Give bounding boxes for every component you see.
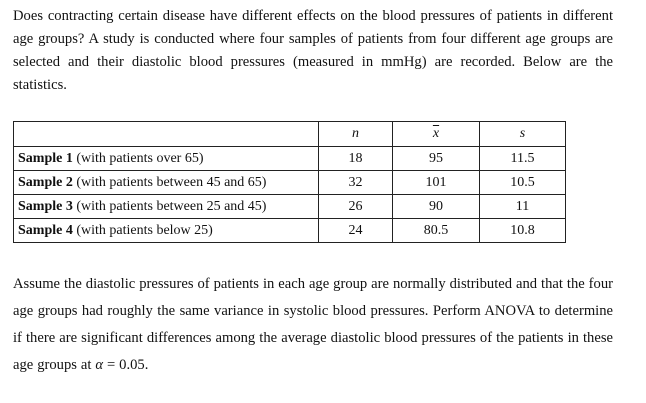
cell-n: 26 [318, 194, 393, 219]
table-row: Sample 3 (with patients between 25 and 4… [13, 194, 566, 219]
cell-n: 24 [318, 218, 393, 243]
question-text: Assume the diastolic pressures of patien… [13, 276, 613, 373]
sample-desc: (with patients between 45 and 65) [72, 174, 267, 190]
sample-desc: (with patients below 25) [72, 222, 213, 238]
cell-s: 11.5 [479, 146, 566, 171]
alpha-value: = 0.05. [103, 357, 149, 373]
table-header-row: n x s [13, 121, 566, 147]
sample-name: Sample 4 [18, 222, 73, 238]
header-xbar: x [392, 121, 480, 147]
cell-xbar: 95 [392, 146, 480, 171]
row-label: Sample 3 (with patients between 25 and 4… [13, 194, 319, 219]
cell-s: 11 [479, 194, 566, 219]
cell-xbar: 101 [392, 170, 480, 195]
problem-intro: Does contracting certain disease have di… [13, 8, 613, 93]
table-row: Sample 4 (with patients below 25) 24 80.… [13, 218, 566, 243]
cell-xbar: 80.5 [392, 218, 480, 243]
row-label: Sample 4 (with patients below 25) [13, 218, 319, 243]
sample-desc: (with patients over 65) [72, 150, 204, 166]
cell-n: 18 [318, 146, 393, 171]
statistics-table: n x s Sample 1 (with patients over 65) 1… [13, 121, 566, 243]
table-row: Sample 1 (with patients over 65) 18 95 1… [13, 146, 566, 171]
row-label: Sample 1 (with patients over 65) [13, 146, 319, 171]
sample-name: Sample 2 [18, 174, 73, 190]
row-label: Sample 2 (with patients between 45 and 6… [13, 170, 319, 195]
cell-xbar: 90 [392, 194, 480, 219]
sample-name: Sample 3 [18, 198, 73, 214]
cell-n: 32 [318, 170, 393, 195]
header-n: n [318, 121, 393, 147]
cell-s: 10.5 [479, 170, 566, 195]
sample-name: Sample 1 [18, 150, 73, 166]
alpha-symbol: α [95, 357, 104, 373]
sample-desc: (with patients between 25 and 45) [72, 198, 267, 214]
xbar-symbol: x [432, 126, 440, 141]
header-s: s [479, 121, 566, 147]
header-label [13, 121, 319, 147]
problem-question: Assume the diastolic pressures of patien… [13, 271, 613, 379]
table-row: Sample 2 (with patients between 45 and 6… [13, 170, 566, 195]
cell-s: 10.8 [479, 218, 566, 243]
